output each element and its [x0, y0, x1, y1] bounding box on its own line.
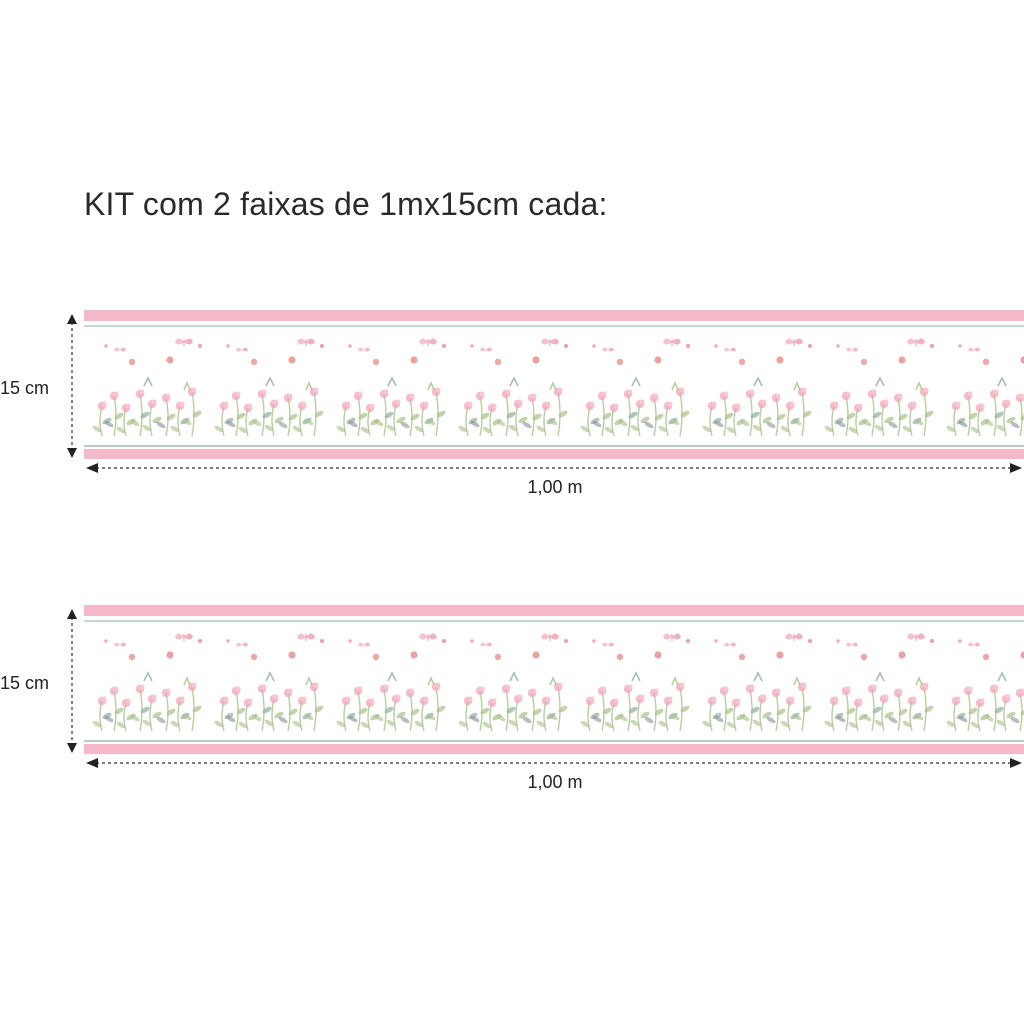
floral-pattern: [92, 633, 1024, 732]
flower-cluster: [702, 633, 812, 732]
bottom-pink-band: [84, 449, 1024, 459]
flower-cluster: [214, 338, 324, 437]
flower-cluster: [946, 639, 1024, 732]
flower-cluster: [824, 338, 934, 437]
width-dimension-arrow-icon: [86, 758, 1022, 768]
flower-cluster: [214, 633, 324, 732]
width-dimension-label: 1,00 m: [527, 477, 583, 497]
strip-group-2: 15 cm 1,00 m: [0, 605, 1024, 805]
flower-cluster: [458, 338, 568, 437]
strip-group-1: 15 cm 1,00 m: [0, 310, 1024, 510]
top-pink-band: [84, 310, 1024, 321]
flower-cluster: [336, 338, 446, 437]
flower-cluster: [580, 633, 690, 732]
flower-cluster: [824, 633, 934, 732]
flower-cluster: [92, 338, 202, 437]
width-dimension-label: 1,00 m: [527, 772, 583, 792]
height-dimension-label: 15 cm: [0, 673, 50, 693]
wallpaper-border-strip: [84, 605, 1024, 757]
floral-pattern: [92, 338, 1024, 437]
top-green-line: [84, 325, 1024, 327]
flower-cluster: [92, 633, 202, 732]
height-dimension-arrow-icon: [67, 609, 77, 753]
height-dimension-label: 15 cm: [0, 378, 50, 398]
flower-cluster: [702, 338, 812, 437]
flower-cluster: [580, 338, 690, 437]
top-green-line: [84, 620, 1024, 622]
flower-cluster: [336, 633, 446, 732]
width-dimension-arrow-icon: [86, 463, 1022, 473]
flower-cluster: [946, 344, 1024, 437]
bottom-green-line: [84, 740, 1024, 742]
flower-cluster: [458, 633, 568, 732]
top-pink-band: [84, 605, 1024, 616]
bottom-green-line: [84, 445, 1024, 447]
wallpaper-border-strip: [84, 310, 1024, 462]
bottom-pink-band: [84, 744, 1024, 754]
product-title: KIT com 2 faixas de 1mx15cm cada:: [84, 186, 608, 222]
height-dimension-arrow-icon: [67, 314, 77, 458]
